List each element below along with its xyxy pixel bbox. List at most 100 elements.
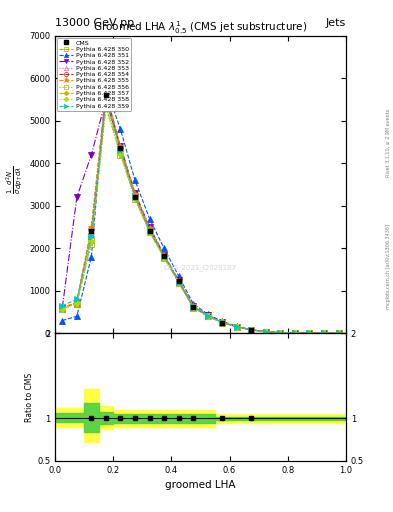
Pythia 6.428 351: [147, 216, 152, 222]
Pythia 6.428 353: [249, 327, 254, 333]
Text: 13000 GeV pp: 13000 GeV pp: [55, 18, 134, 28]
Pythia 6.428 350: [191, 305, 196, 311]
Pythia 6.428 355: [89, 224, 94, 230]
Pythia 6.428 354: [162, 252, 167, 259]
Pythia 6.428 357: [249, 327, 254, 333]
Pythia 6.428 358: [176, 279, 181, 285]
Pythia 6.428 350: [249, 327, 254, 333]
Pythia 6.428 359: [176, 279, 181, 285]
CMS: [176, 279, 181, 285]
Pythia 6.428 358: [220, 319, 225, 326]
Pythia 6.428 353: [322, 330, 327, 336]
Pythia 6.428 359: [147, 227, 152, 233]
Pythia 6.428 352: [118, 143, 123, 150]
Pythia 6.428 351: [191, 301, 196, 307]
Pythia 6.428 359: [292, 330, 297, 336]
Pythia 6.428 355: [263, 329, 268, 335]
CMS: [133, 194, 138, 200]
Pythia 6.428 357: [89, 239, 94, 245]
Pythia 6.428 351: [220, 318, 225, 325]
CMS: [249, 327, 254, 333]
Pythia 6.428 350: [89, 237, 94, 243]
Pythia 6.428 359: [104, 96, 108, 102]
Pythia 6.428 357: [278, 330, 283, 336]
Pythia 6.428 356: [75, 301, 79, 307]
Pythia 6.428 357: [263, 329, 268, 335]
Pythia 6.428 359: [75, 296, 79, 303]
Pythia 6.428 358: [60, 306, 64, 312]
Pythia 6.428 353: [220, 319, 225, 326]
Pythia 6.428 355: [292, 330, 297, 336]
Pythia 6.428 355: [206, 312, 210, 318]
Pythia 6.428 350: [234, 324, 239, 330]
Pythia 6.428 351: [249, 327, 254, 333]
Pythia 6.428 351: [118, 126, 123, 133]
Pythia 6.428 356: [147, 229, 152, 235]
Pythia 6.428 352: [89, 152, 94, 158]
Pythia 6.428 353: [133, 192, 138, 198]
Pythia 6.428 358: [278, 330, 283, 336]
Pythia 6.428 357: [307, 330, 312, 336]
Pythia 6.428 352: [206, 312, 210, 318]
Pythia 6.428 356: [162, 254, 167, 261]
Pythia 6.428 352: [75, 194, 79, 200]
CMS: [118, 145, 123, 152]
Pythia 6.428 351: [336, 330, 341, 336]
Line: CMS: CMS: [89, 93, 254, 332]
Pythia 6.428 352: [60, 305, 64, 311]
Pythia 6.428 356: [89, 241, 94, 247]
Pythia 6.428 354: [278, 330, 283, 336]
Pythia 6.428 354: [104, 90, 108, 96]
Pythia 6.428 350: [60, 305, 64, 311]
Pythia 6.428 350: [147, 228, 152, 234]
Y-axis label: Ratio to CMS: Ratio to CMS: [25, 373, 34, 421]
Pythia 6.428 358: [234, 324, 239, 330]
Pythia 6.428 357: [162, 254, 167, 260]
Pythia 6.428 352: [191, 303, 196, 309]
Pythia 6.428 352: [220, 319, 225, 325]
Pythia 6.428 357: [133, 196, 138, 202]
Text: $\frac{1}{\sigma}\frac{d^{2}N}{dp_{T}\,d\lambda}$: $\frac{1}{\sigma}\frac{d^{2}N}{dp_{T}\,d…: [4, 165, 25, 194]
CMS: [89, 228, 94, 234]
Pythia 6.428 356: [263, 329, 268, 335]
Pythia 6.428 359: [220, 319, 225, 326]
Pythia 6.428 351: [75, 313, 79, 319]
Pythia 6.428 358: [89, 238, 94, 244]
Pythia 6.428 353: [89, 228, 94, 234]
Line: Pythia 6.428 352: Pythia 6.428 352: [59, 97, 342, 336]
Pythia 6.428 350: [322, 330, 327, 336]
Pythia 6.428 355: [118, 143, 123, 150]
Pythia 6.428 353: [234, 324, 239, 330]
Pythia 6.428 352: [176, 277, 181, 283]
Pythia 6.428 356: [206, 313, 210, 319]
Pythia 6.428 355: [336, 330, 341, 336]
Pythia 6.428 359: [307, 330, 312, 336]
Pythia 6.428 359: [206, 313, 210, 319]
Pythia 6.428 351: [176, 273, 181, 279]
Pythia 6.428 357: [104, 103, 108, 109]
Line: Pythia 6.428 355: Pythia 6.428 355: [59, 88, 342, 337]
Pythia 6.428 353: [60, 306, 64, 312]
Pythia 6.428 351: [263, 329, 268, 335]
Pythia 6.428 356: [336, 330, 341, 336]
Pythia 6.428 350: [133, 194, 138, 200]
Pythia 6.428 350: [206, 313, 210, 319]
Title: Groomed LHA $\lambda^{1}_{0.5}$ (CMS jet substructure): Groomed LHA $\lambda^{1}_{0.5}$ (CMS jet…: [93, 19, 308, 36]
Pythia 6.428 350: [336, 330, 341, 336]
Pythia 6.428 358: [162, 254, 167, 260]
Pythia 6.428 351: [162, 245, 167, 251]
Pythia 6.428 354: [263, 329, 268, 335]
Pythia 6.428 357: [176, 279, 181, 285]
Pythia 6.428 353: [278, 330, 283, 336]
Pythia 6.428 351: [234, 323, 239, 329]
Pythia 6.428 354: [147, 225, 152, 231]
Pythia 6.428 351: [307, 330, 312, 336]
Pythia 6.428 353: [162, 253, 167, 259]
Pythia 6.428 354: [60, 305, 64, 311]
Text: Rivet 3.1.10, ≥ 2.9M events: Rivet 3.1.10, ≥ 2.9M events: [386, 109, 391, 178]
Pythia 6.428 354: [249, 327, 254, 333]
Pythia 6.428 358: [322, 330, 327, 336]
Pythia 6.428 359: [322, 330, 327, 336]
Pythia 6.428 356: [220, 319, 225, 326]
Pythia 6.428 357: [234, 324, 239, 330]
